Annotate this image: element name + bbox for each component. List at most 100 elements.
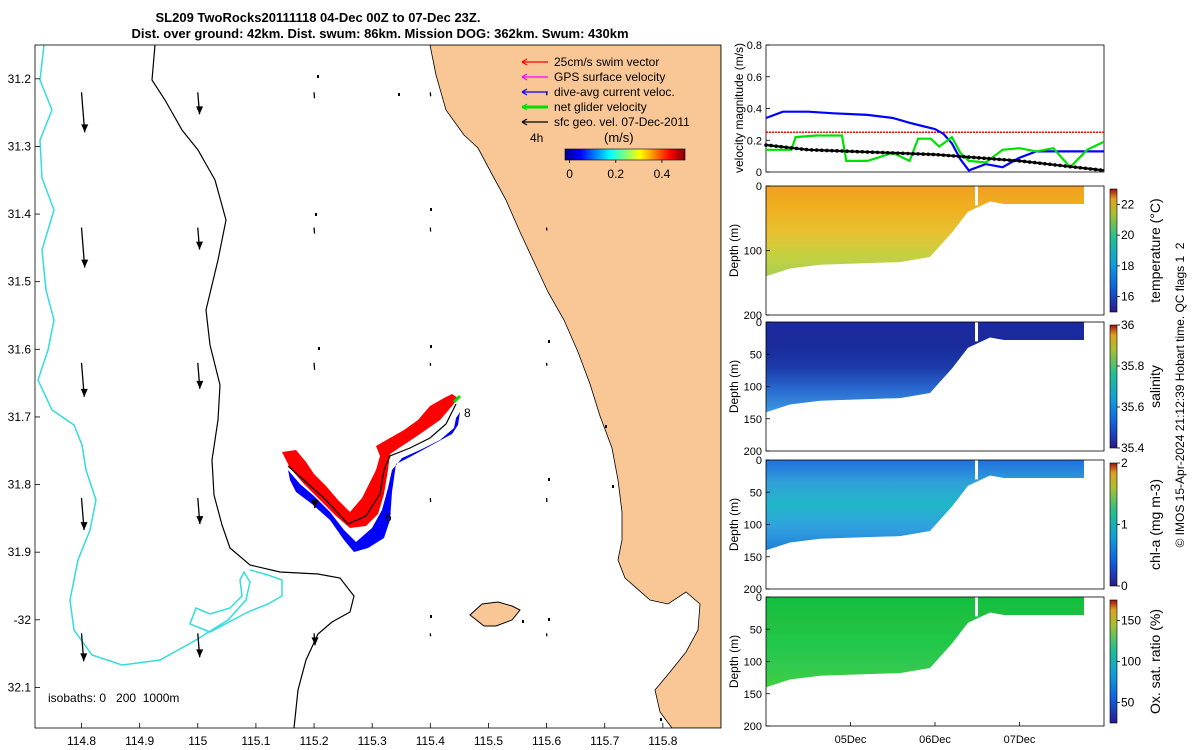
section-colorbar-label: 35.4 [1121,441,1145,455]
velocity-series-point [1022,159,1027,164]
velocity-series-point [885,150,890,155]
section-ylabel: Depth (m) [727,360,741,413]
section-colorbar [1109,462,1118,587]
velocity-series-point [835,149,839,153]
velocity-series-point [931,152,936,157]
velocity-series [764,110,1105,172]
velocity-series-point [840,149,844,153]
section-colorbar-label: 0 [1121,579,1128,593]
section-colorbar-label: 35.6 [1121,400,1145,414]
velocity-series-point [911,151,915,156]
velocity-series-line [765,110,1104,172]
geo-velocity-arrowhead [80,388,88,397]
velocity-series-point [982,156,986,161]
velocity-series-point [1017,159,1022,163]
legend-swatch-head [521,88,528,96]
section-panel-salinity: 0 50 100 150 200 Depth (m) 35.4 35.6 35.8 36 salin… [727,317,1163,458]
geo-velocity-arrowhead [196,649,204,658]
section-ytick-label: 150 [744,552,762,564]
map-ytick-label: 31.6 [8,342,32,356]
velocity-series-point [926,152,931,157]
chart-title-line1: SL209 TwoRocks20111118 04-Dec 00Z to 07-… [156,10,481,25]
section-data-gap [975,597,978,617]
island [469,601,521,627]
velocity-series-point [830,148,834,153]
velocity-series-point [906,151,910,156]
map-ytick-label: 31.3 [8,139,32,153]
section-colorbar [1109,599,1118,724]
section-data-gap [975,186,978,206]
section-ytick-label: 150 [744,414,762,426]
velocity-panel: 0 0.2 0.4 0.6 0.8 velocity magnitude (m/s) [732,40,1105,179]
velocity-series-point [987,156,991,161]
velocity-series-point [1027,160,1032,164]
section-colorbar-label: 50 [1121,696,1135,710]
geo-velocity-arrowhead [196,516,204,525]
net-glider-track [287,403,457,525]
isobaths-caption: isobaths: 0 200 1000m [48,691,179,705]
isobath-1000m [37,45,283,666]
velocity-series-point [784,145,789,150]
velocity-series-point [769,143,773,148]
track-label-6: 6 [385,510,392,524]
velocity-series-point [764,143,768,147]
velocity-series-point [941,153,946,157]
velocity-series-point [860,150,865,154]
section-ytick-label: 100 [744,520,762,532]
section-data-area [766,186,1084,277]
velocity-series-point [1078,165,1083,170]
velocity-series-point [951,154,956,158]
map-feature-dot [548,478,550,481]
map-ytick-label: 32.1 [8,680,32,694]
velocity-series-point [972,155,976,160]
velocity-series-point [875,150,880,155]
legend-swatch-head [521,103,528,111]
geo-velocity-arrowhead [80,653,88,662]
velocity-series-point [1073,165,1078,169]
section-ytick-label: 200 [744,446,762,458]
velocity-series-point [1002,157,1007,162]
colorbar-unit-label: (m/s) [604,130,634,145]
map-xtick-label: 115.1 [241,734,270,748]
velocity-ytick-label: 0.4 [747,104,762,116]
section-colorbar-label: 100 [1121,655,1141,669]
velocity-series-point [1068,164,1072,169]
section-colorbar-title: chl-a (mg m-3) [1147,479,1163,570]
section-panel-chl-a: 0 50 100 150 200 Depth (m) 0 1 2 chl-a (mg m-3) [727,455,1163,596]
velocity-series-point [967,155,971,159]
velocity-series-point [956,154,961,159]
glider-track [282,394,462,552]
chart-title-line2: Dist. over ground: 42km. Dist. swum: 86k… [131,26,628,41]
section-colorbar-label: 150 [1121,614,1141,628]
velocity-series-point [1048,162,1052,167]
map-feature-dot [548,340,550,343]
velocity-series-point [1032,160,1037,165]
colorbar-tick-label: 0.4 [654,167,671,181]
geo-velocity-arrowhead [81,259,89,268]
section-colorbar-title: temperature (°C) [1147,198,1163,302]
section-ytick-label: 0 [756,181,762,193]
section-ylabel: Depth (m) [727,635,741,688]
net-glider-velocity-marks [452,394,462,404]
map-x-axis: 114.8 114.9 115 115.1 115.2 115.3 115.4 115.5 11… [67,723,678,748]
section-colorbar-label: 16 [1121,290,1135,304]
legend-entry: 25cm/s swim vector [554,55,659,69]
section-ytick-label: 100 [744,382,762,394]
velocity-series-point [1053,163,1057,167]
velocity-series-point [809,148,814,152]
velocity-y-axis: 0 0.2 0.4 0.6 0.8 [747,40,770,179]
velocity-series-point [896,151,900,155]
section-colorbar [1109,188,1118,313]
section-ytick-label: 200 [744,721,762,733]
geo-velocity-arrowhead [80,522,88,531]
velocity-series-point [779,144,784,149]
velocity-ytick-label: 0 [756,167,762,179]
map-xtick-label: 115.4 [416,734,445,748]
section-panel-temperature: 0 100 200 Depth (m) 16 18 20 22 temperature (°C) [727,181,1163,322]
isobath-200m [151,45,355,728]
section-colorbar-label: 36 [1121,318,1135,332]
map-small-features [315,75,662,721]
velocity-series-point [1012,158,1017,163]
map-feature-dot [605,425,607,428]
